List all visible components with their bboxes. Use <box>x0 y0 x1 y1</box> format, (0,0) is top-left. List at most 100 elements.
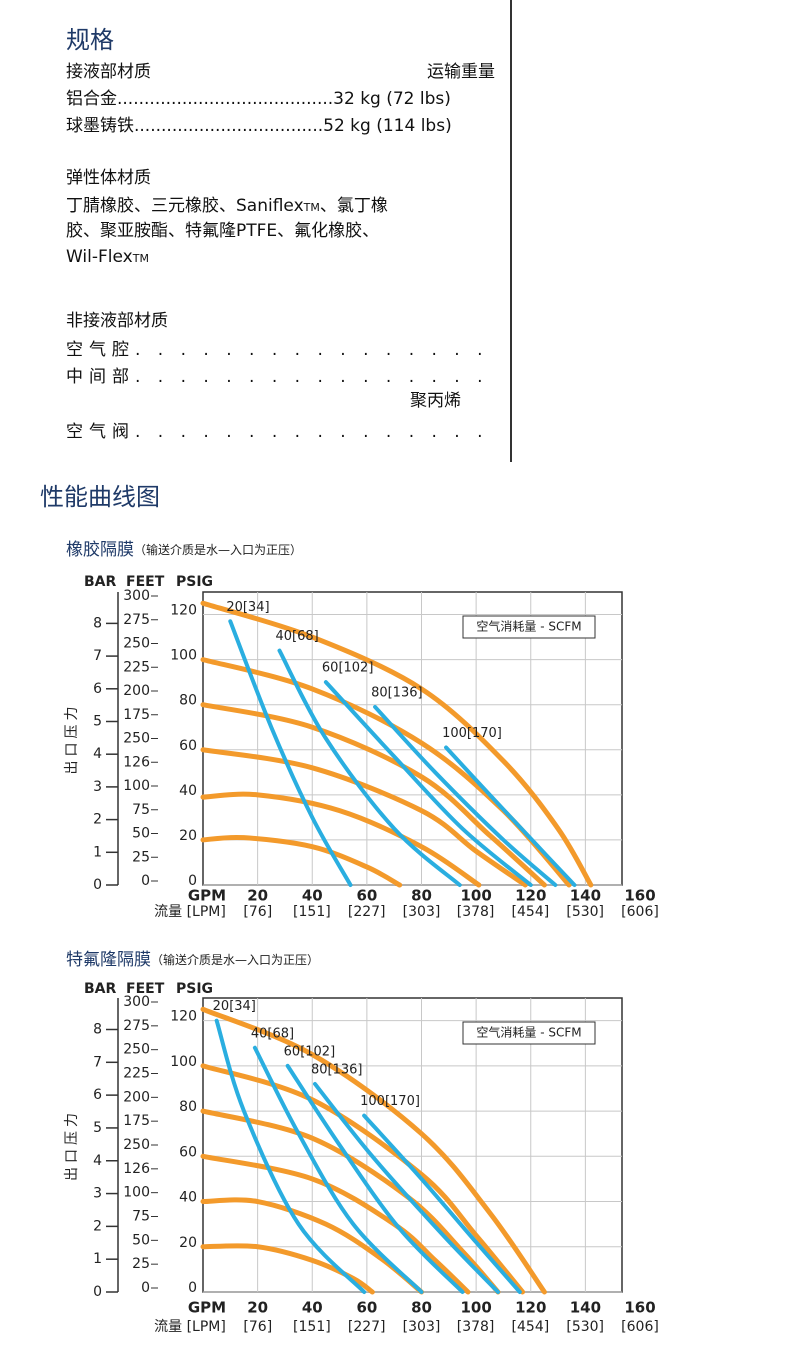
feet-label: 200 <box>123 683 150 699</box>
air-curve <box>312 1081 500 1294</box>
pressure-curve <box>200 600 594 888</box>
series-label: 60[102] <box>284 1044 336 1059</box>
air-curve <box>373 704 558 887</box>
series-label: 20[34] <box>226 600 269 615</box>
x-tick-label: 100 <box>460 887 491 905</box>
x-tick-label: 80 <box>411 887 432 905</box>
y-tick-label: 0 <box>188 1280 197 1296</box>
legend-box <box>462 1021 596 1045</box>
x2-tick-label: [151] <box>293 904 331 920</box>
y2-tick-label: 2 <box>93 812 102 828</box>
x2-tick-label: [606] <box>621 1319 659 1335</box>
label: 弹性体材质 <box>66 168 151 188</box>
y-tick-label: 100 <box>170 648 197 664</box>
series-label: 80[136] <box>371 685 423 700</box>
air-curve <box>252 1045 424 1294</box>
text: TM <box>132 252 149 265</box>
divider <box>510 0 512 462</box>
x2-tick-label: [530] <box>566 1319 604 1335</box>
x2-tick-label: [530] <box>566 904 604 920</box>
feet-label: 250 <box>123 731 150 747</box>
feet-label: 300 <box>123 588 150 604</box>
pressure-curve <box>200 1006 547 1295</box>
spec-line: 空气腔. . . . . . . . . . . . . . . . <box>66 340 489 360</box>
axis-unit: FEET <box>126 574 165 590</box>
y-tick-label: 60 <box>179 1144 197 1160</box>
y2-tick-label: 8 <box>93 615 102 631</box>
text: 胶、聚亚胺酯、特氟隆PTFE、氟化橡胶、 <box>66 221 380 241</box>
air-curve <box>228 619 353 887</box>
x-tick-label: 100 <box>460 1299 491 1317</box>
feet-label: 275 <box>123 612 150 628</box>
y2-tick-label: 5 <box>93 713 102 729</box>
y-tick-label: 80 <box>179 693 197 709</box>
y2-tick-label: 2 <box>93 1218 102 1234</box>
feet-label: 225 <box>123 659 150 675</box>
x-tick-label: 20 <box>247 887 268 905</box>
x-title: GPM <box>188 1299 226 1317</box>
feet-label: 75 <box>132 1209 150 1225</box>
x-tick-label: 120 <box>515 887 546 905</box>
feet-label: 250 <box>123 1137 150 1153</box>
pressure-curve <box>200 747 528 888</box>
spec-line: 球墨铸铁...................................5… <box>66 116 452 136</box>
title: 橡胶隔膜 <box>66 540 134 560</box>
feet-label: 75 <box>132 802 150 818</box>
x-tick-label: 40 <box>302 887 323 905</box>
series-label: 60[102] <box>322 661 374 676</box>
feet-label: 250 <box>123 636 150 652</box>
pressure-curve <box>200 791 482 888</box>
y2-tick-label: 0 <box>93 1284 102 1300</box>
section-title: 性能曲线图 <box>40 483 160 511</box>
x2-tick-label: [151] <box>293 1319 331 1335</box>
feet-label: 175 <box>123 707 150 723</box>
axis-title: 出口压力 <box>64 703 80 775</box>
feet-label: 200 <box>123 1089 150 1105</box>
x2-tick-label: [303] <box>403 904 441 920</box>
text-line: Wil-FlexTM <box>66 247 149 269</box>
subtitle: （输送介质是水—入口为正压） <box>134 542 302 557</box>
air-curve <box>214 1018 367 1294</box>
text: TM <box>303 201 320 214</box>
axis-unit: FEET <box>126 981 165 997</box>
y2-tick-label: 6 <box>93 681 102 697</box>
y-tick-label: 120 <box>170 1009 197 1025</box>
title: 特氟隆隔膜 <box>66 950 151 970</box>
x2-tick-label: [378] <box>457 904 495 920</box>
legend-title: 空气消耗量 - SCFM <box>476 619 581 634</box>
feet-label: 50 <box>132 826 150 842</box>
label: 非接液部材质 <box>66 311 168 331</box>
x-tick-label: 60 <box>356 1299 377 1317</box>
y-tick-label: 80 <box>179 1099 197 1115</box>
axis-unit: PSIG <box>176 574 213 590</box>
text-line: 胶、聚亚胺酯、特氟隆PTFE、氟化橡胶、 <box>66 221 379 241</box>
spec-line: 铝合金.....................................… <box>66 89 451 109</box>
feet-label: 126 <box>123 754 150 770</box>
y2-tick-label: 1 <box>93 844 102 860</box>
spec-line: 中间部. . . . . . . . . . . . . . . . <box>66 367 489 387</box>
y2-tick-label: 5 <box>93 1120 102 1136</box>
feet-label: 100 <box>123 1185 150 1201</box>
y-tick-label: 40 <box>179 783 197 799</box>
text: 丁腈橡胶、三元橡胶、Saniflex <box>66 196 304 216</box>
y2-tick-label: 8 <box>93 1022 102 1038</box>
y2-tick-label: 4 <box>93 746 102 762</box>
series-label: 100[170] <box>442 726 502 741</box>
x2-tick-label: [76] <box>243 904 272 920</box>
feet-label: 0 <box>141 1280 150 1296</box>
feet-label: 50 <box>132 1232 150 1248</box>
x2-tick-label: [454] <box>512 904 550 920</box>
y-tick-label: 20 <box>179 828 197 844</box>
y2-tick-label: 0 <box>93 877 102 893</box>
series-label: 20[34] <box>213 999 256 1014</box>
x2-tick-label: [227] <box>348 904 386 920</box>
x-tick-label: 120 <box>515 1299 546 1317</box>
feet-label: 126 <box>123 1161 150 1177</box>
pressure-curve <box>200 702 547 888</box>
y2-tick-label: 7 <box>93 1054 102 1070</box>
x2-title: 流量 [LPM] <box>154 1319 226 1335</box>
air-curve <box>277 648 462 887</box>
chart-title: 特氟隆隔膜（输送介质是水—入口为正压） <box>66 950 319 970</box>
